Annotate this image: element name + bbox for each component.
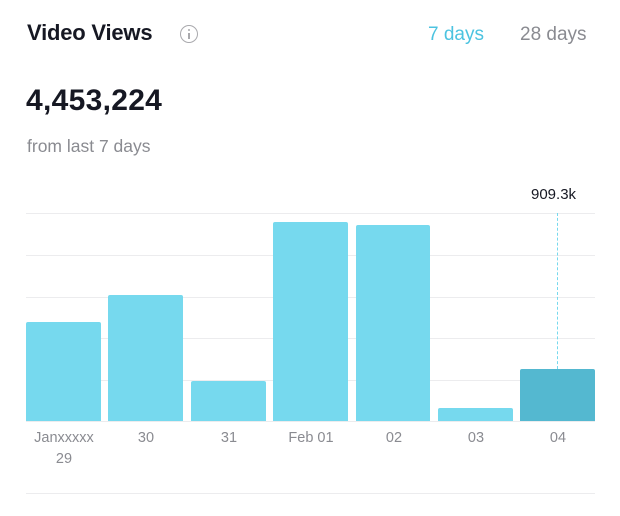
x-label-03: 03 xyxy=(467,430,485,446)
x-label-line1: Janxxxxx xyxy=(34,430,94,446)
x-label-31: 31 xyxy=(220,430,238,446)
bar-feb-02[interactable] xyxy=(356,225,430,421)
x-label-line2: 29 xyxy=(55,451,73,467)
tooltip-value: 909.3k xyxy=(531,186,577,203)
baseline xyxy=(26,421,595,422)
bar-feb-01[interactable] xyxy=(273,222,348,421)
x-label-02: 02 xyxy=(385,430,403,446)
x-label-jan-29: Janxxxxx 29 xyxy=(26,428,102,470)
total-views: 4,453,224 xyxy=(26,84,163,117)
x-label-feb-01: Feb 01 xyxy=(288,430,334,446)
x-label-04: 04 xyxy=(549,430,567,446)
x-label-30: 30 xyxy=(137,430,155,446)
bar-jan-30[interactable] xyxy=(108,295,183,421)
bar-jan-31[interactable] xyxy=(191,381,266,421)
tab-7-days[interactable]: 7 days xyxy=(428,24,484,45)
divider xyxy=(26,493,595,494)
tooltip-marker-line xyxy=(557,213,558,369)
bar-jan-29[interactable] xyxy=(26,322,101,421)
bar-feb-03[interactable] xyxy=(438,408,513,421)
total-subtitle: from last 7 days xyxy=(27,136,151,156)
tab-28-days[interactable]: 28 days xyxy=(520,24,587,45)
gridline xyxy=(26,213,595,214)
page-title: Video Views xyxy=(27,20,153,45)
info-icon[interactable] xyxy=(180,25,198,43)
bar-feb-04[interactable] xyxy=(520,369,595,421)
